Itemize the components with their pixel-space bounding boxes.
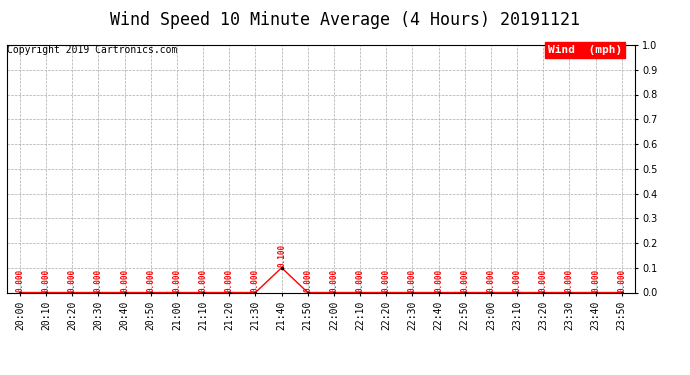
Text: 0.000: 0.000 bbox=[146, 268, 155, 292]
Text: 0.000: 0.000 bbox=[460, 268, 469, 292]
Text: 0.000: 0.000 bbox=[41, 268, 50, 292]
Text: 0.000: 0.000 bbox=[382, 268, 391, 292]
Text: 0.000: 0.000 bbox=[120, 268, 129, 292]
Text: 0.000: 0.000 bbox=[68, 268, 77, 292]
Text: 0.000: 0.000 bbox=[513, 268, 522, 292]
Text: 0.000: 0.000 bbox=[172, 268, 181, 292]
Text: 0.000: 0.000 bbox=[486, 268, 495, 292]
Text: Wind Speed 10 Minute Average (4 Hours) 20191121: Wind Speed 10 Minute Average (4 Hours) 2… bbox=[110, 11, 580, 29]
Text: 0.000: 0.000 bbox=[434, 268, 443, 292]
Text: 0.000: 0.000 bbox=[15, 268, 24, 292]
Text: 0.000: 0.000 bbox=[225, 268, 234, 292]
Text: 0.000: 0.000 bbox=[94, 268, 103, 292]
Text: 0.000: 0.000 bbox=[304, 268, 313, 292]
Text: Wind  (mph): Wind (mph) bbox=[548, 45, 622, 55]
Text: 0.000: 0.000 bbox=[251, 268, 260, 292]
Text: Copyright 2019 Cartronics.com: Copyright 2019 Cartronics.com bbox=[7, 45, 177, 55]
Text: 0.000: 0.000 bbox=[618, 268, 627, 292]
Text: 0.000: 0.000 bbox=[539, 268, 548, 292]
Text: 0.000: 0.000 bbox=[565, 268, 574, 292]
Text: 0.000: 0.000 bbox=[199, 268, 208, 292]
Text: 0.000: 0.000 bbox=[355, 268, 364, 292]
Text: 0.000: 0.000 bbox=[591, 268, 600, 292]
Text: 0.000: 0.000 bbox=[408, 268, 417, 292]
Text: 0.000: 0.000 bbox=[329, 268, 338, 292]
Text: 0.100: 0.100 bbox=[277, 244, 286, 267]
